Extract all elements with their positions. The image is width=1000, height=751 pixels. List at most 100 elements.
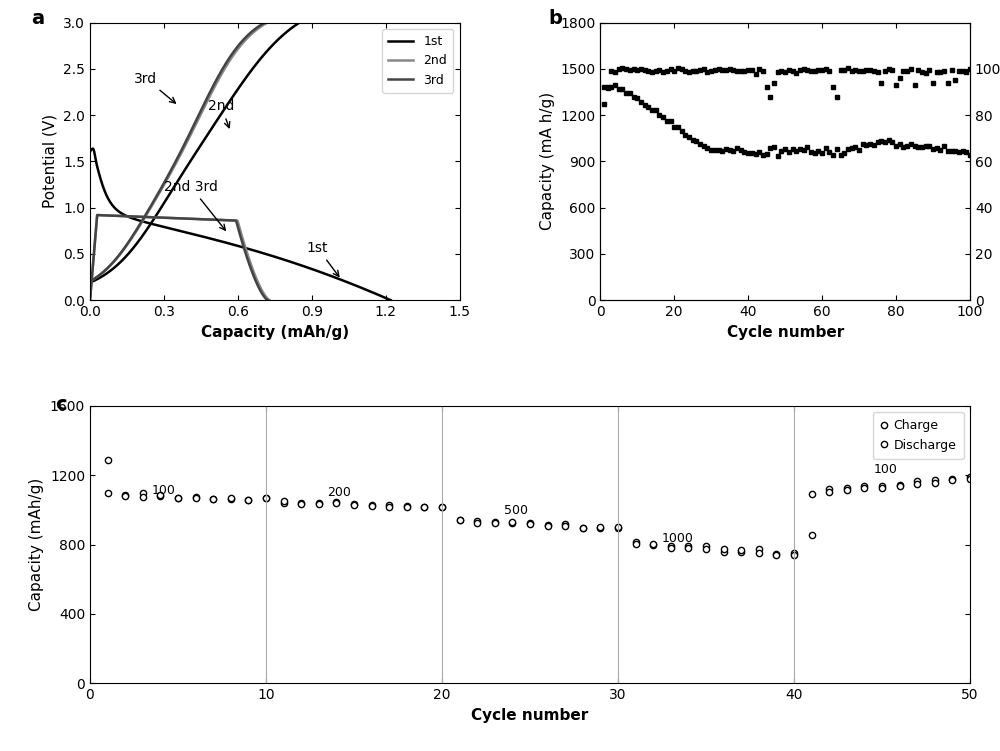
Discharge [735,545,747,554]
Line: 2nd: 2nd [90,215,269,300]
Y-axis label: Potential (V): Potential (V) [43,114,58,209]
Text: a: a [31,9,44,28]
Discharge [366,501,378,510]
Discharge [471,518,483,527]
Charge [788,548,800,557]
Discharge [806,490,818,499]
Charge [278,498,290,507]
Discharge [788,551,800,560]
Discharge [753,549,765,558]
Discharge [594,523,606,532]
Text: c: c [55,394,66,414]
Discharge [841,485,853,494]
Charge [260,493,272,502]
Discharge [207,494,219,503]
Discharge [278,497,290,506]
2nd [194,215,206,224]
Charge [735,547,747,556]
Charge [964,473,976,482]
Charge [559,520,571,529]
Discharge [313,499,325,508]
Discharge [172,493,184,502]
Discharge [401,502,413,511]
1st [385,296,397,305]
Legend: Charge, Discharge: Charge, Discharge [873,412,964,459]
Text: 1000: 1000 [662,532,694,545]
Charge [154,491,166,500]
Charge [682,541,694,550]
1st [331,273,343,282]
Charge [172,493,184,502]
Charge [401,502,413,511]
Charge [718,547,730,556]
Discharge [542,521,554,530]
Charge [207,494,219,503]
Charge [471,517,483,526]
Discharge [964,475,976,484]
1st [378,293,390,302]
X-axis label: Cycle number: Cycle number [471,708,589,722]
X-axis label: Cycle number: Cycle number [727,324,844,339]
Text: 2nd: 2nd [208,99,235,128]
Charge [806,530,818,539]
Charge [770,549,782,558]
Charge [577,523,589,532]
Text: 200: 200 [328,487,351,499]
Charge [489,517,501,526]
Charge [594,523,606,532]
Charge [383,500,395,509]
Discharge [454,515,466,524]
Text: 100: 100 [152,484,175,497]
Discharge [260,493,272,502]
Charge [630,538,642,547]
Charge [137,489,149,498]
Discharge [418,503,430,512]
Discharge [102,455,114,464]
Charge [612,523,624,532]
Legend: 1st, 2nd, 3rd: 1st, 2nd, 3rd [382,29,453,93]
3rd [190,215,202,224]
Text: 1st: 1st [307,241,339,276]
Charge [225,494,237,503]
X-axis label: Capacity (mAh/g): Capacity (mAh/g) [201,324,349,339]
Discharge [929,478,941,487]
1st [264,251,276,260]
Discharge [524,520,536,529]
Charge [330,498,342,507]
Charge [524,518,536,527]
Discharge [119,492,131,501]
2nd [236,231,248,240]
Charge [313,499,325,508]
1st [87,144,99,153]
Charge [418,502,430,511]
Discharge [559,522,571,531]
Discharge [190,494,202,503]
Discharge [718,545,730,554]
Y-axis label: Capacity (mA h/g): Capacity (mA h/g) [540,92,555,231]
Charge [647,540,659,549]
3rd [85,288,97,297]
3rd [245,266,257,275]
Discharge [911,480,923,489]
Line: 3rd: 3rd [90,215,268,300]
Charge [436,502,448,511]
Discharge [137,492,149,501]
Charge [823,484,835,493]
Charge [242,496,254,505]
Discharge [665,543,677,552]
Discharge [242,496,254,505]
Charge [119,490,131,499]
Discharge [894,482,906,491]
Charge [366,500,378,509]
1st [229,240,241,249]
Discharge [858,484,870,493]
3rd [84,296,96,305]
Charge [190,493,202,502]
Discharge [700,544,712,553]
2nd [191,215,203,224]
Discharge [225,494,237,503]
1st [247,246,259,255]
Charge [876,482,888,491]
Discharge [348,501,360,510]
Charge [700,542,712,551]
